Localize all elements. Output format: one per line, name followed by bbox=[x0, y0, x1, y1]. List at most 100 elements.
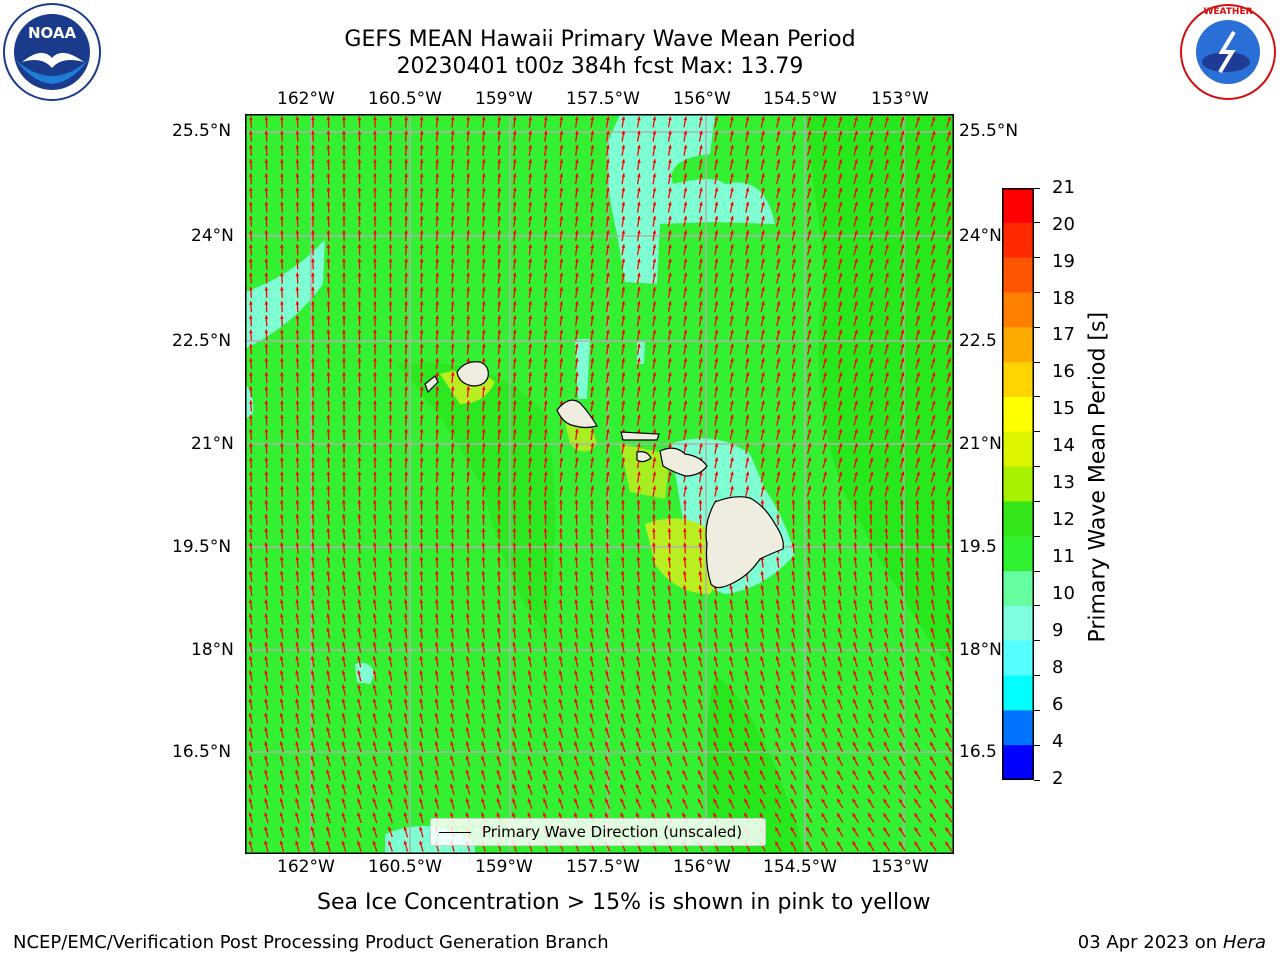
wave-direction-arrowhead bbox=[419, 784, 423, 788]
wave-direction-arrowhead bbox=[714, 244, 719, 249]
wave-direction-arrowhead bbox=[466, 230, 471, 234]
wave-direction-arrowhead bbox=[419, 286, 424, 291]
wave-direction-arrowhead bbox=[435, 187, 440, 192]
wave-direction-arrowhead bbox=[589, 784, 593, 789]
wave-direction-arrowhead bbox=[822, 542, 827, 547]
wave-direction-arrowhead bbox=[807, 272, 812, 277]
wave-direction-arrowhead bbox=[930, 756, 934, 761]
wave-direction-arrowhead bbox=[388, 784, 392, 789]
wave-direction-arrowhead bbox=[651, 570, 656, 575]
wave-direction-arrowhead bbox=[868, 841, 872, 846]
wave-direction-arrowhead bbox=[945, 756, 950, 761]
wave-direction-arrowhead bbox=[714, 201, 719, 206]
wave-direction-arrowhead bbox=[900, 116, 905, 121]
wave-direction-arrowhead bbox=[667, 642, 671, 646]
wave-direction-arrowhead bbox=[621, 471, 626, 476]
wave-direction-arrowhead bbox=[589, 542, 594, 547]
wave-direction-arrowhead bbox=[279, 599, 284, 604]
wave-direction-arrowhead bbox=[559, 343, 564, 348]
wave-direction-arrowhead bbox=[543, 784, 547, 789]
wave-direction-arrowhead bbox=[404, 201, 409, 206]
wave-direction-arrowhead bbox=[620, 812, 624, 817]
wave-direction-arrowhead bbox=[435, 414, 440, 419]
wave-direction-arrowhead bbox=[543, 428, 548, 433]
colorbar-tick-label: 20 bbox=[1052, 214, 1075, 235]
wave-direction-arrowhead bbox=[682, 642, 687, 646]
wave-direction-arrowhead bbox=[900, 301, 905, 306]
noaa-logo: NOAA bbox=[2, 2, 102, 102]
wave-direction-arrowhead bbox=[899, 841, 903, 846]
wave-direction-arrowhead bbox=[713, 656, 718, 661]
wave-direction-arrowhead bbox=[357, 585, 362, 589]
wave-direction-arrowhead bbox=[249, 386, 253, 390]
wave-direction-arrowhead bbox=[868, 827, 872, 832]
wave-direction-arrowhead bbox=[651, 755, 655, 760]
wave-direction-arrowhead bbox=[945, 727, 950, 732]
wave-direction-arrowhead bbox=[528, 286, 533, 291]
wave-direction-arrowhead bbox=[574, 230, 579, 234]
wave-direction-arrowhead bbox=[915, 556, 920, 561]
wave-direction-arrowhead bbox=[559, 187, 564, 192]
wave-direction-arrowhead bbox=[868, 642, 873, 646]
wave-direction-arrowhead bbox=[651, 684, 656, 689]
wave-direction-arrowhead bbox=[465, 784, 470, 789]
wave-direction-arrowhead bbox=[295, 201, 300, 206]
wave-direction-arrowhead bbox=[745, 315, 750, 320]
wave-direction-arrowhead bbox=[745, 272, 750, 277]
wave-direction-arrowhead bbox=[869, 443, 874, 448]
wave-direction-arrowhead bbox=[559, 272, 564, 277]
wave-direction-arrowhead bbox=[605, 187, 610, 192]
island-lanai bbox=[636, 451, 652, 463]
wave-direction-arrowhead bbox=[497, 414, 502, 419]
wave-direction-arrowhead bbox=[559, 429, 564, 433]
wave-direction-arrowhead bbox=[651, 698, 656, 703]
wave-direction-arrowhead bbox=[590, 116, 595, 121]
wave-direction-arrowhead bbox=[279, 556, 284, 561]
wave-direction-arrowhead bbox=[559, 372, 564, 376]
wave-direction-arrowhead bbox=[946, 642, 950, 647]
wave-direction-arrowhead bbox=[668, 244, 672, 249]
wave-direction-arrowhead bbox=[699, 358, 703, 362]
wave-direction-arrowhead bbox=[776, 372, 781, 377]
wave-direction-arrowhead bbox=[651, 784, 655, 789]
wave-direction-arrowhead bbox=[821, 784, 826, 789]
wave-direction-arrowhead bbox=[605, 358, 610, 362]
colorbar-tick-label: 9 bbox=[1052, 620, 1064, 641]
wave-direction-arrowhead bbox=[434, 627, 439, 632]
wave-direction-arrowhead bbox=[776, 201, 781, 206]
wave-direction-arrowhead bbox=[543, 698, 547, 703]
wave-direction-arrowhead bbox=[280, 201, 284, 206]
wave-direction-arrowhead bbox=[620, 613, 625, 618]
wave-direction-arrowhead bbox=[930, 542, 935, 547]
wave-direction-arrowhead bbox=[854, 471, 858, 476]
wave-direction-arrowhead bbox=[761, 471, 765, 476]
wave-direction-arrowhead bbox=[372, 841, 377, 845]
wave-direction-arrowhead bbox=[280, 244, 284, 248]
wave-direction-arrowhead bbox=[916, 443, 920, 448]
wave-direction-arrowhead bbox=[481, 187, 486, 192]
wave-direction-arrowhead bbox=[466, 116, 471, 121]
wave-direction-arrowhead bbox=[885, 400, 889, 405]
wave-direction-arrowhead bbox=[527, 570, 532, 575]
wave-direction-arrowhead bbox=[744, 741, 748, 746]
wave-direction-arrowhead bbox=[668, 258, 672, 263]
wave-direction-arrowhead bbox=[759, 756, 764, 760]
lon-label-top: 153°W bbox=[871, 89, 929, 109]
wave-direction-arrowhead bbox=[838, 414, 843, 419]
wave-direction-arrowhead bbox=[807, 216, 812, 220]
wave-direction-arrowhead bbox=[280, 144, 284, 149]
wave-direction-arrowhead bbox=[807, 244, 812, 249]
wave-direction-arrowhead bbox=[620, 627, 625, 632]
wave-direction-arrowhead bbox=[295, 585, 300, 589]
wave-direction-arrowhead bbox=[403, 627, 408, 632]
wave-direction-arrowhead bbox=[914, 813, 918, 818]
wave-direction-arrowhead bbox=[404, 272, 409, 277]
wave-direction-arrowhead bbox=[419, 698, 423, 703]
wave-direction-arrowhead bbox=[419, 144, 424, 149]
wave-direction-arrowhead bbox=[419, 187, 424, 192]
wave-direction-arrowhead bbox=[403, 656, 408, 660]
wave-direction-arrowhead bbox=[574, 570, 579, 575]
wave-direction-arrowhead bbox=[714, 230, 719, 235]
wave-direction-arrowhead bbox=[699, 315, 703, 320]
wave-direction-arrowhead bbox=[590, 343, 595, 348]
